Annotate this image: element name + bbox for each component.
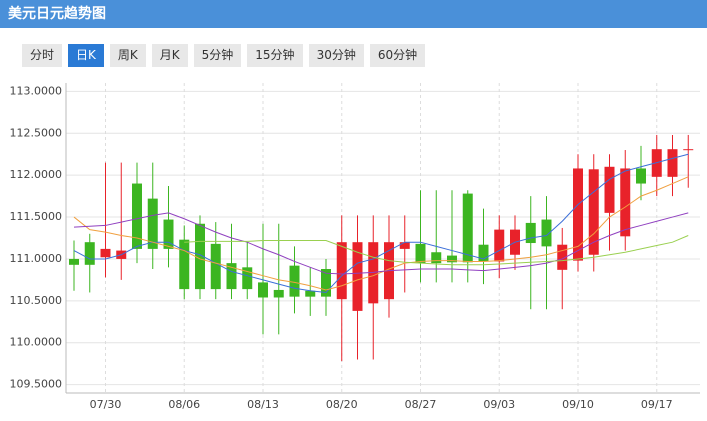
ma-line [73, 176, 689, 291]
tab-bar: 分时 日K 周K 月K 5分钟 15分钟 30分钟 60分钟 [22, 44, 426, 67]
candle-body [226, 263, 237, 290]
x-tick-label: 08/20 [326, 398, 358, 411]
ma-line [73, 212, 689, 275]
candle-body [620, 168, 631, 237]
candle-body [305, 290, 316, 297]
candle-body [494, 229, 505, 262]
candle-body [588, 169, 599, 255]
y-tick-label: 113.0000 [10, 84, 63, 97]
candle-body [667, 149, 678, 177]
candle-body [147, 198, 158, 249]
candle-body [69, 258, 79, 265]
candle-body [636, 168, 646, 184]
candle-body [683, 149, 694, 151]
candle-body [525, 222, 536, 244]
candle-body [258, 282, 268, 298]
candle-body [195, 223, 205, 290]
y-tick-label: 112.0000 [10, 168, 63, 181]
candle-body [289, 265, 300, 297]
y-tick-label: 109.5000 [10, 378, 63, 391]
candle-body [132, 183, 142, 249]
candle-body [462, 193, 473, 263]
ma-line [184, 235, 689, 266]
x-tick-label: 08/27 [405, 398, 437, 411]
candle-body [321, 269, 331, 297]
ma-line [73, 153, 689, 293]
candle-body [573, 168, 583, 261]
tab[interactable]: 5分钟 [193, 44, 242, 67]
x-tick-label: 09/10 [562, 398, 594, 411]
candle-body [242, 267, 253, 290]
candle-body [179, 239, 190, 290]
tab[interactable]: 15分钟 [247, 44, 303, 67]
x-tick-label: 09/17 [641, 398, 673, 411]
candle-body [557, 244, 568, 270]
candle-body [478, 244, 489, 262]
tab[interactable]: 周K [109, 44, 146, 67]
x-tick-label: 09/03 [483, 398, 515, 411]
candle-body [604, 166, 615, 213]
tab[interactable]: 60分钟 [369, 44, 426, 67]
candle-body [210, 243, 221, 290]
candle-body [100, 248, 111, 258]
candle-body [415, 243, 426, 264]
header-title: 美元日元趋势图 [0, 0, 707, 28]
y-tick-label: 110.5000 [10, 294, 63, 307]
candle-body [447, 255, 457, 263]
candle-body [431, 252, 442, 264]
y-tick-label: 110.0000 [10, 336, 63, 349]
candle-body [84, 242, 95, 265]
tab[interactable]: 月K [151, 44, 188, 67]
tab[interactable]: 30分钟 [308, 44, 364, 67]
candle-body [352, 242, 363, 311]
tab[interactable]: 分时 [22, 44, 63, 67]
candle-body [336, 242, 347, 300]
candle-body [163, 219, 174, 249]
x-tick-label: 08/06 [168, 398, 200, 411]
candle-body [399, 242, 410, 249]
x-tick-label: 08/13 [247, 398, 279, 411]
x-tick-label: 07/30 [90, 398, 122, 411]
candle-body [273, 289, 284, 298]
y-tick-label: 112.5000 [10, 126, 63, 139]
candle-body [541, 219, 552, 247]
y-tick-label: 111.5000 [10, 210, 63, 223]
y-tick-label: 111.0000 [10, 252, 63, 265]
tab[interactable]: 日K [68, 44, 104, 67]
